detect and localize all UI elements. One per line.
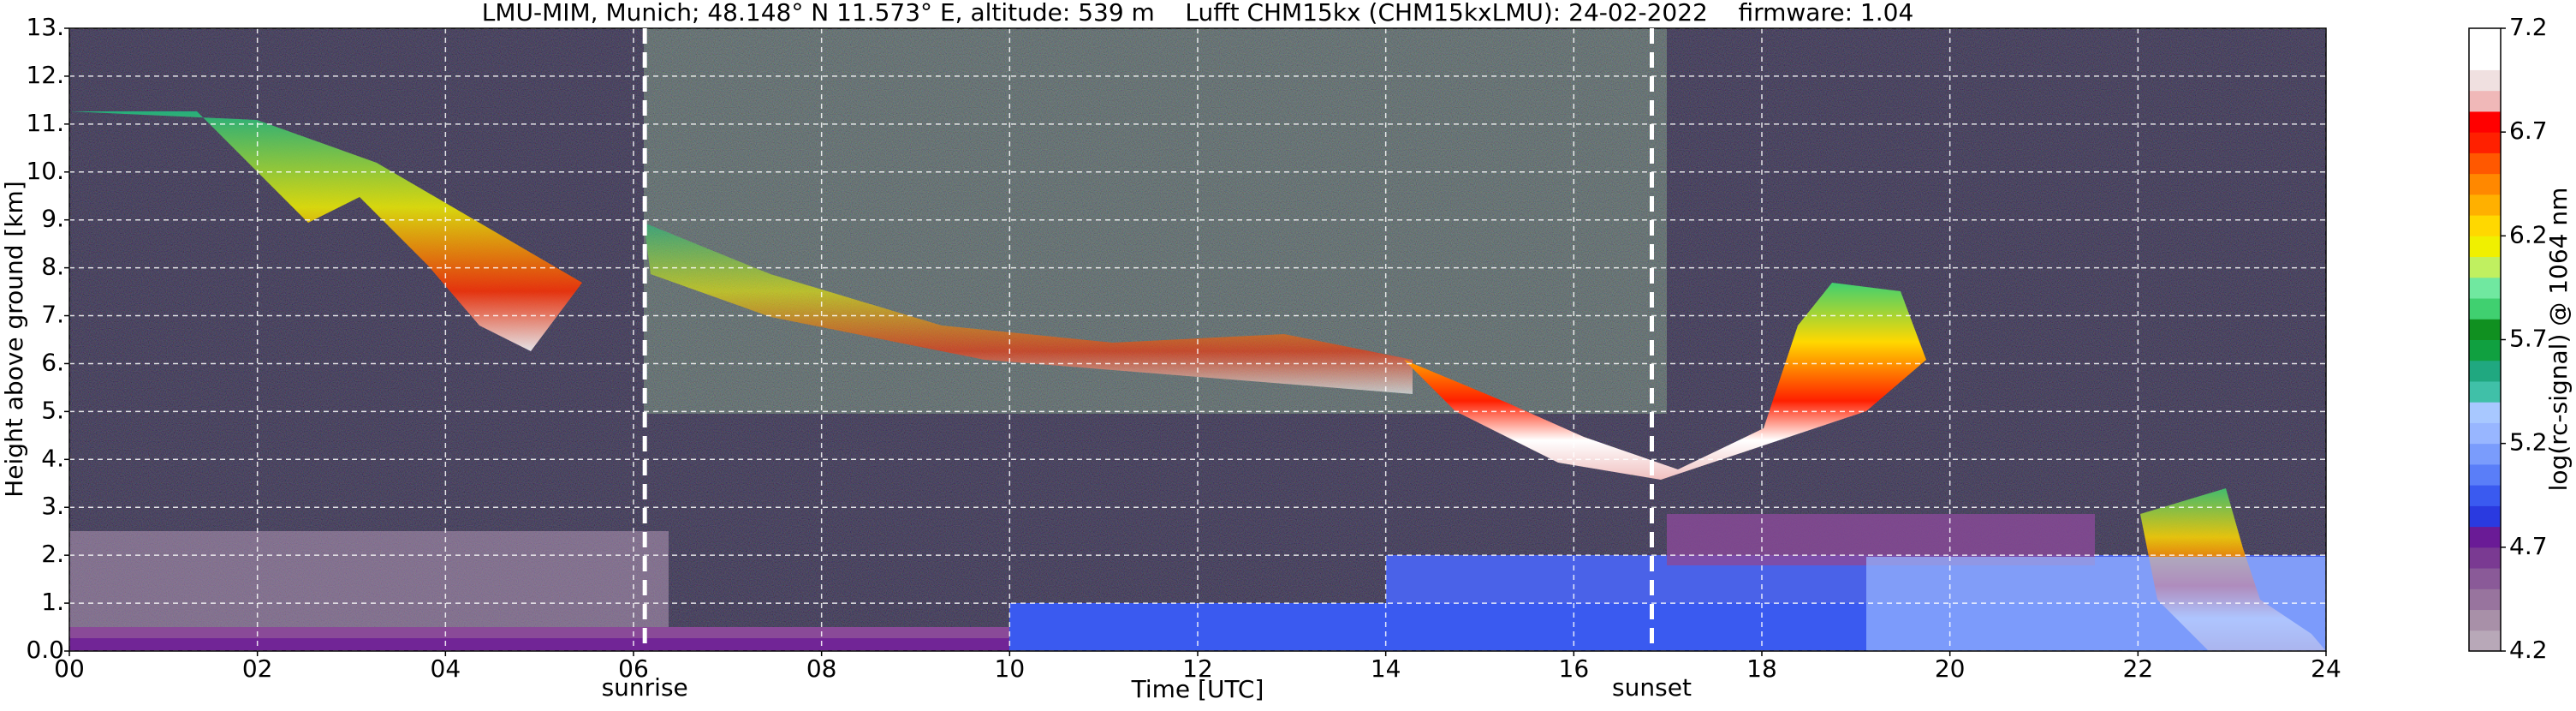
y-tick-label: 0.0 — [26, 636, 64, 664]
colorbar-swatch — [2469, 28, 2501, 50]
colorbar-swatch — [2469, 319, 2501, 340]
x-tick-label: 20 — [1935, 654, 1966, 683]
sun-marker-label: sunset — [1612, 673, 1692, 702]
y-tick-label: 1. — [41, 588, 64, 616]
colorbar-swatch — [2469, 609, 2501, 631]
colorbar-swatch — [2469, 49, 2501, 70]
x-tick-label: 02 — [242, 654, 273, 683]
colorbar-swatch — [2469, 132, 2501, 153]
colorbar-tick-label: 4.2 — [2509, 636, 2548, 664]
y-tick-label: 2. — [41, 540, 64, 568]
colorbar-swatch — [2469, 526, 2501, 548]
y-tick-label: 3. — [41, 492, 64, 520]
colorbar-swatch — [2469, 485, 2501, 506]
colorbar-swatch — [2469, 589, 2501, 611]
colorbar-swatch — [2469, 339, 2501, 361]
colorbar-swatch — [2469, 194, 2501, 216]
y-tick-label: 7. — [41, 301, 64, 329]
x-tick-label: 00 — [54, 654, 85, 683]
colorbar-swatch — [2469, 443, 2501, 465]
y-tick-label: 11. — [26, 109, 64, 137]
sun-marker-label: sunrise — [602, 673, 688, 702]
colorbar-label: log(rc-signal) @ 1064 nm — [2544, 188, 2573, 492]
colorbar-swatch — [2469, 152, 2501, 175]
colorbar-tick-label: 7.2 — [2509, 13, 2548, 41]
colorbar-swatch — [2469, 298, 2501, 320]
colorbar-tick-label: 6.7 — [2509, 117, 2548, 145]
y-tick-label: 8. — [41, 253, 64, 281]
colorbar-swatch — [2469, 360, 2501, 382]
colorbar-swatch — [2469, 236, 2501, 258]
y-tick-label: 4. — [41, 444, 64, 472]
colorbar-swatch — [2469, 277, 2501, 299]
x-axis-label: Time [UTC] — [1131, 675, 1264, 703]
y-tick-label: 6. — [41, 348, 64, 376]
x-tick-label: 12 — [1182, 654, 1213, 683]
y-tick-label: 10. — [26, 157, 64, 185]
y-tick-label: 5. — [41, 396, 64, 424]
colorbar-tick-label: 6.2 — [2509, 220, 2548, 248]
y-tick-label: 9. — [41, 205, 64, 233]
colorbar-tick-label: 5.7 — [2509, 325, 2548, 353]
chart-title: LMU-MIM, Munich; 48.148° N 11.573° E, al… — [482, 0, 1914, 27]
colorbar-swatch — [2469, 422, 2501, 445]
x-tick-label: 08 — [806, 654, 837, 683]
x-tick-label: 10 — [995, 654, 1026, 683]
y-tick-label: 12. — [26, 61, 64, 89]
x-tick-label: 04 — [431, 654, 461, 683]
colorbar-tick-label: 4.7 — [2509, 532, 2548, 560]
colorbar-swatch — [2469, 380, 2501, 403]
x-tick-label: 14 — [1371, 654, 1401, 683]
colorbar-swatch — [2469, 547, 2501, 569]
colorbar-swatch — [2469, 215, 2501, 236]
colorbar-swatch — [2469, 402, 2501, 423]
colorbar-swatch — [2469, 256, 2501, 278]
x-tick-label: 16 — [1559, 654, 1590, 683]
colorbar-swatch — [2469, 173, 2501, 195]
x-tick-label: 22 — [2123, 654, 2154, 683]
colorbar-swatch — [2469, 463, 2501, 486]
x-tick-label: 18 — [1746, 654, 1777, 683]
colorbar-tick-label: 5.2 — [2509, 428, 2548, 457]
x-tick-label: 06 — [618, 654, 649, 683]
colorbar-swatch — [2469, 630, 2501, 652]
y-axis-label: Height above ground [km] — [0, 181, 28, 498]
colorbar-swatch — [2469, 90, 2501, 112]
colorbar-swatch — [2469, 69, 2501, 92]
colorbar-swatch — [2469, 111, 2501, 133]
colorbar-swatch — [2469, 505, 2501, 528]
x-tick-label: 24 — [2311, 654, 2341, 683]
colorbar-swatch — [2469, 568, 2501, 589]
y-tick-label: 13. — [26, 13, 64, 41]
